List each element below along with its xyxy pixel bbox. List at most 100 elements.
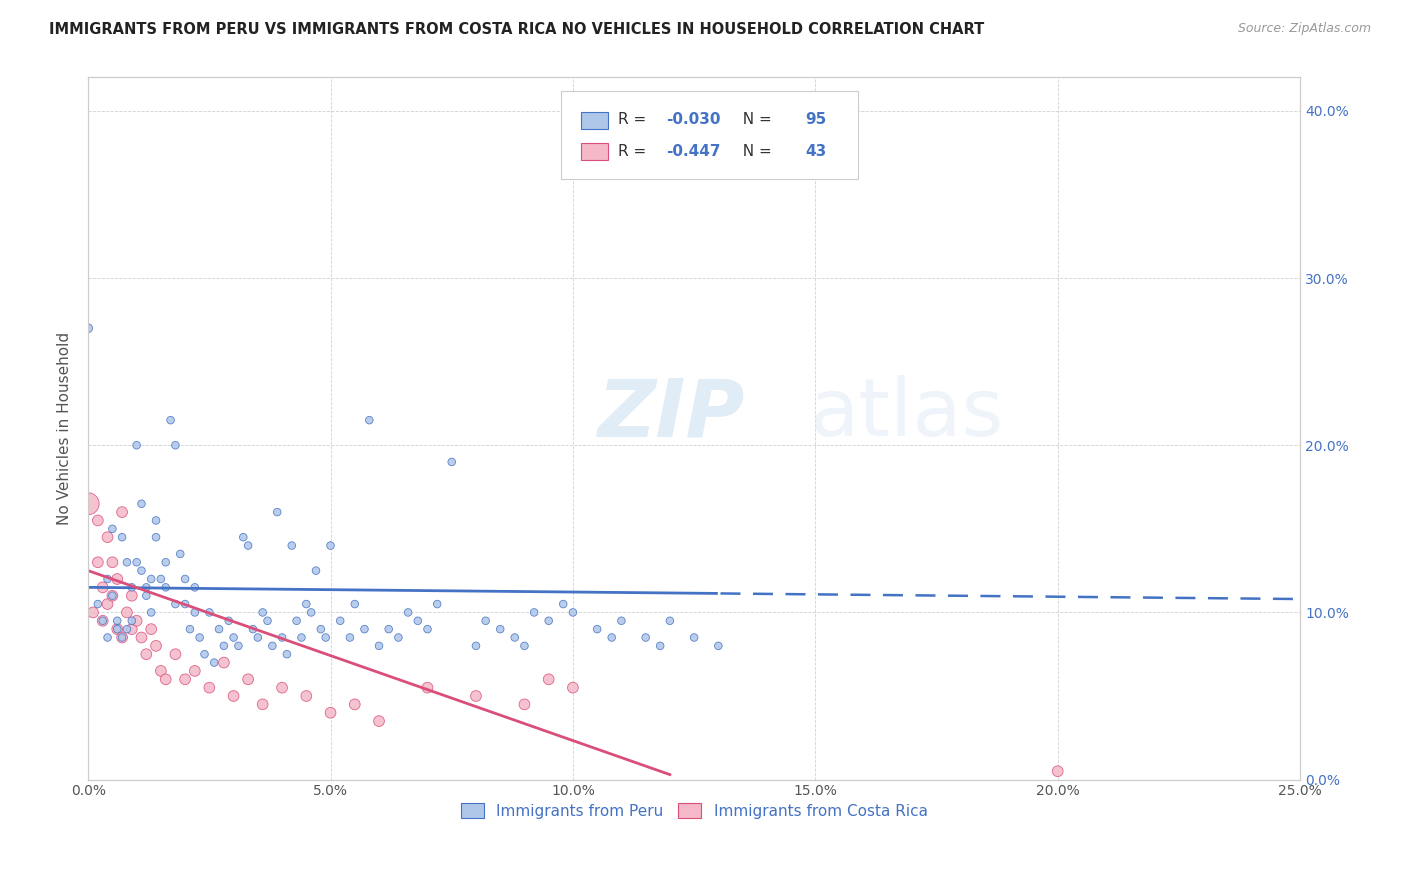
Point <box>252 606 274 620</box>
Point <box>121 580 143 594</box>
Point <box>416 681 439 695</box>
Point <box>111 631 134 645</box>
Point <box>513 639 536 653</box>
Point <box>387 631 409 645</box>
Point <box>184 664 207 678</box>
Point <box>309 622 332 636</box>
Point <box>105 622 128 636</box>
Point <box>105 622 128 636</box>
Point <box>299 606 322 620</box>
Point <box>135 580 157 594</box>
Point <box>184 606 207 620</box>
Point <box>561 606 583 620</box>
Point <box>77 321 100 335</box>
Point <box>184 580 207 594</box>
Point <box>465 639 488 653</box>
Point <box>658 614 681 628</box>
Point <box>339 631 361 645</box>
Point <box>305 564 328 578</box>
Point <box>232 530 254 544</box>
Point <box>368 714 391 728</box>
Point <box>218 614 240 628</box>
Y-axis label: No Vehicles in Household: No Vehicles in Household <box>58 332 72 525</box>
Point <box>426 597 449 611</box>
Point <box>406 614 429 628</box>
Point <box>319 706 342 720</box>
Point <box>377 622 399 636</box>
Point <box>115 606 138 620</box>
Point <box>77 497 100 511</box>
Point <box>212 639 235 653</box>
Point <box>149 664 172 678</box>
Point <box>96 530 118 544</box>
Text: -0.030: -0.030 <box>666 112 721 127</box>
Point <box>489 622 512 636</box>
Point <box>165 597 187 611</box>
Point <box>174 572 197 586</box>
Point <box>202 656 225 670</box>
Point <box>87 597 110 611</box>
Point <box>131 631 153 645</box>
Point <box>165 438 187 452</box>
Point <box>105 572 128 586</box>
Text: -0.447: -0.447 <box>666 144 721 159</box>
Point <box>101 589 124 603</box>
Point <box>295 689 318 703</box>
Point <box>319 539 342 553</box>
Point <box>650 639 672 653</box>
Point <box>246 631 269 645</box>
Point <box>474 614 496 628</box>
Point <box>111 631 134 645</box>
Point <box>125 438 148 452</box>
Point <box>141 622 163 636</box>
Point <box>115 622 138 636</box>
Text: IMMIGRANTS FROM PERU VS IMMIGRANTS FROM COSTA RICA NO VEHICLES IN HOUSEHOLD CORR: IMMIGRANTS FROM PERU VS IMMIGRANTS FROM … <box>49 22 984 37</box>
Point <box>145 639 167 653</box>
Point <box>343 698 366 712</box>
Point <box>141 606 163 620</box>
Text: R =: R = <box>617 144 651 159</box>
Point <box>96 631 118 645</box>
Point <box>1046 764 1069 779</box>
Point <box>416 622 439 636</box>
Point <box>91 614 114 628</box>
Point <box>285 614 308 628</box>
Point <box>634 631 657 645</box>
Point <box>561 681 583 695</box>
Point <box>281 539 304 553</box>
Text: R =: R = <box>617 112 651 127</box>
Point <box>228 639 250 653</box>
Point <box>141 572 163 586</box>
Text: atlas: atlas <box>810 376 1004 453</box>
Point <box>101 522 124 536</box>
Point <box>266 505 288 519</box>
FancyBboxPatch shape <box>561 92 858 179</box>
Point <box>315 631 337 645</box>
Point <box>396 606 419 620</box>
Point <box>125 614 148 628</box>
Point <box>553 597 575 611</box>
Point <box>91 614 114 628</box>
Point <box>537 673 560 687</box>
Point <box>683 631 706 645</box>
Point <box>135 589 157 603</box>
Point <box>82 606 104 620</box>
Point <box>503 631 526 645</box>
Point <box>242 622 264 636</box>
Point <box>236 539 259 553</box>
Point <box>101 555 124 569</box>
Legend: Immigrants from Peru, Immigrants from Costa Rica: Immigrants from Peru, Immigrants from Co… <box>454 797 934 824</box>
Point <box>523 606 546 620</box>
Text: Source: ZipAtlas.com: Source: ZipAtlas.com <box>1237 22 1371 36</box>
Point <box>222 631 245 645</box>
Point <box>135 647 157 661</box>
Point <box>105 614 128 628</box>
Point <box>271 681 294 695</box>
Point <box>87 555 110 569</box>
Point <box>169 547 191 561</box>
Point <box>96 572 118 586</box>
Text: N =: N = <box>733 112 776 127</box>
Point <box>276 647 298 661</box>
Point <box>212 656 235 670</box>
Point <box>295 597 318 611</box>
